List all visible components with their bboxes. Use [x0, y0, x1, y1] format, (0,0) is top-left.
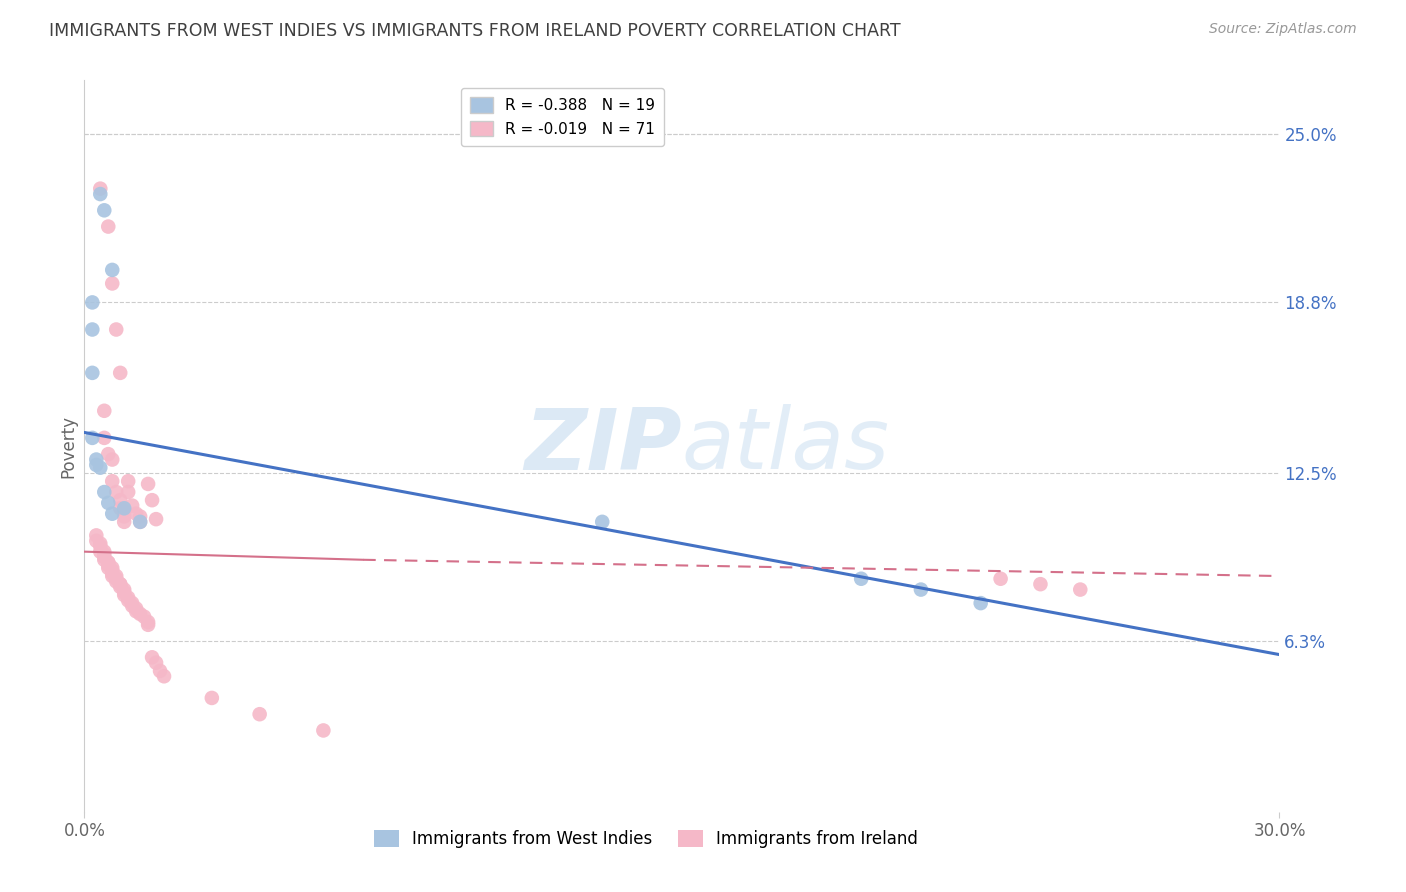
Point: [851, 572, 873, 586]
Point: [121, 599, 143, 613]
Point: [105, 572, 128, 586]
Point: [1029, 577, 1052, 591]
Point: [129, 515, 152, 529]
Point: [145, 512, 167, 526]
Point: [97, 496, 120, 510]
Point: [105, 574, 128, 589]
Point: [125, 601, 148, 615]
Point: [129, 515, 152, 529]
Point: [970, 596, 993, 610]
Point: [97, 558, 120, 573]
Text: IMMIGRANTS FROM WEST INDIES VS IMMIGRANTS FROM IRELAND POVERTY CORRELATION CHART: IMMIGRANTS FROM WEST INDIES VS IMMIGRANT…: [49, 22, 901, 40]
Point: [101, 263, 124, 277]
Point: [312, 723, 335, 738]
Y-axis label: Poverty: Poverty: [59, 415, 77, 477]
Point: [97, 219, 120, 234]
Point: [110, 580, 132, 594]
Point: [112, 515, 135, 529]
Point: [110, 366, 132, 380]
Text: atlas: atlas: [682, 404, 890, 488]
Point: [141, 493, 163, 508]
Point: [990, 572, 1012, 586]
Point: [145, 656, 167, 670]
Point: [89, 181, 111, 195]
Point: [121, 596, 143, 610]
Point: [101, 566, 124, 581]
Point: [110, 577, 132, 591]
Point: [89, 536, 111, 550]
Point: [121, 499, 143, 513]
Point: [93, 547, 115, 561]
Legend: Immigrants from West Indies, Immigrants from Ireland: Immigrants from West Indies, Immigrants …: [367, 823, 925, 855]
Point: [910, 582, 932, 597]
Point: [82, 431, 104, 445]
Point: [136, 615, 159, 629]
Point: [93, 203, 115, 218]
Point: [101, 474, 124, 488]
Point: [101, 277, 124, 291]
Point: [110, 577, 132, 591]
Point: [93, 550, 115, 565]
Point: [93, 404, 115, 418]
Point: [86, 458, 108, 472]
Point: [89, 187, 111, 202]
Point: [101, 561, 124, 575]
Point: [82, 295, 104, 310]
Point: [89, 460, 111, 475]
Point: [112, 504, 135, 518]
Point: [82, 366, 104, 380]
Point: [82, 322, 104, 336]
Point: [97, 556, 120, 570]
Text: ZIP: ZIP: [524, 404, 682, 488]
Point: [101, 507, 124, 521]
Point: [110, 501, 132, 516]
Point: [93, 553, 115, 567]
Point: [112, 588, 135, 602]
Point: [89, 539, 111, 553]
Point: [97, 561, 120, 575]
Point: [101, 569, 124, 583]
Point: [112, 501, 135, 516]
Point: [125, 604, 148, 618]
Point: [117, 591, 139, 605]
Point: [136, 477, 159, 491]
Point: [101, 452, 124, 467]
Point: [86, 528, 108, 542]
Point: [89, 544, 111, 558]
Point: [117, 485, 139, 500]
Text: Source: ZipAtlas.com: Source: ZipAtlas.com: [1209, 22, 1357, 37]
Point: [112, 585, 135, 599]
Point: [105, 569, 128, 583]
Point: [93, 431, 115, 445]
Point: [129, 607, 152, 621]
Point: [125, 507, 148, 521]
Point: [149, 664, 172, 678]
Point: [86, 533, 108, 548]
Point: [110, 493, 132, 508]
Point: [97, 447, 120, 461]
Point: [105, 485, 128, 500]
Point: [141, 650, 163, 665]
Point: [93, 485, 115, 500]
Point: [105, 322, 128, 336]
Point: [129, 509, 152, 524]
Point: [97, 556, 120, 570]
Point: [117, 593, 139, 607]
Point: [1069, 582, 1091, 597]
Point: [86, 452, 108, 467]
Point: [112, 509, 135, 524]
Point: [93, 544, 115, 558]
Point: [117, 474, 139, 488]
Point: [136, 617, 159, 632]
Point: [132, 609, 156, 624]
Point: [591, 515, 613, 529]
Point: [101, 564, 124, 578]
Point: [201, 690, 224, 705]
Point: [153, 669, 176, 683]
Point: [249, 707, 271, 722]
Point: [112, 582, 135, 597]
